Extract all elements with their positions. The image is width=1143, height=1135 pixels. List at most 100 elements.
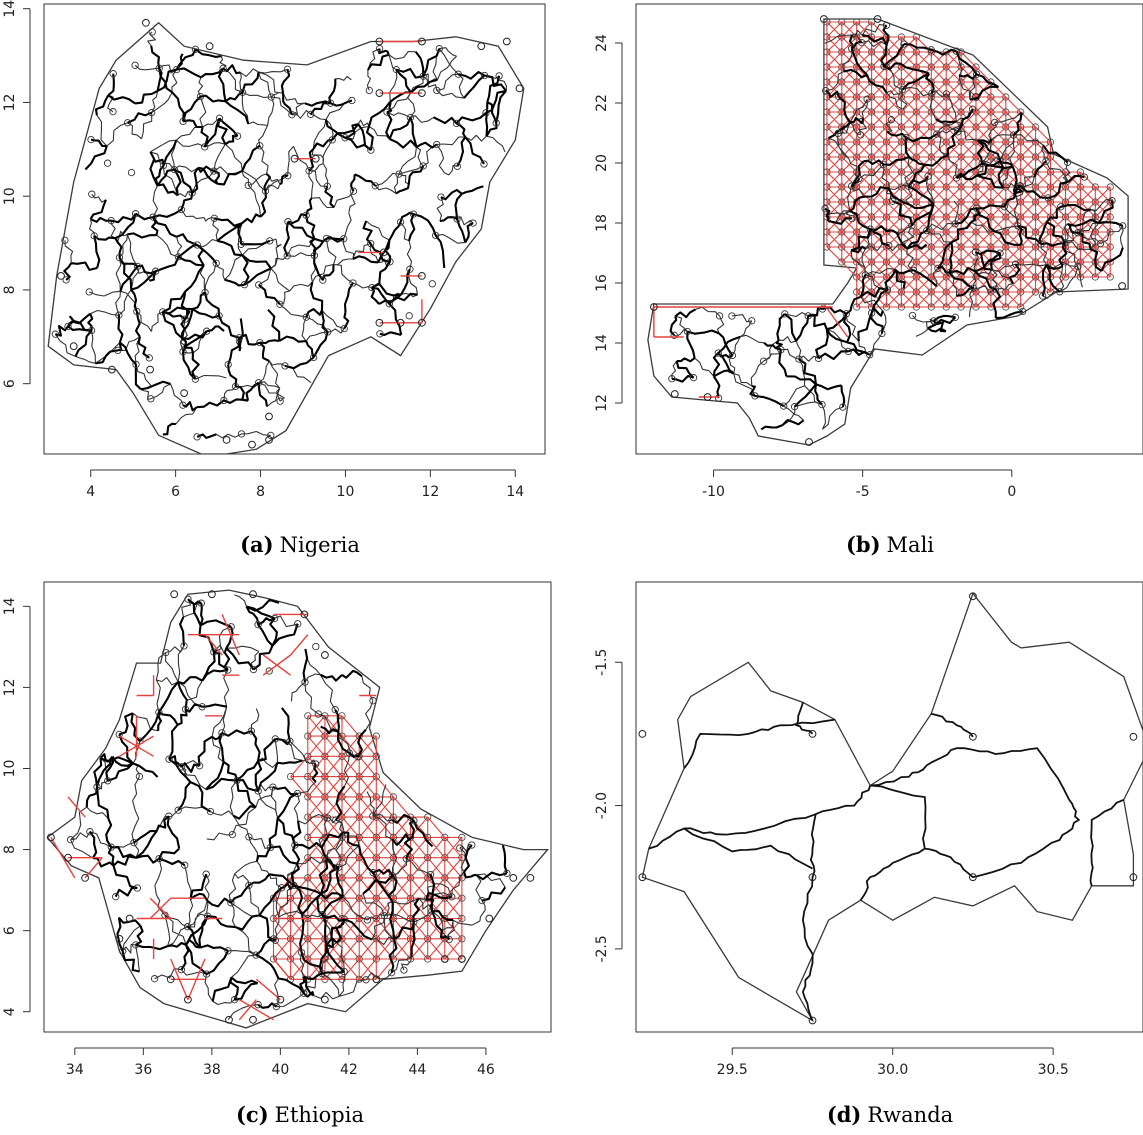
point-marker (321, 651, 329, 659)
caption-letter: (a) (240, 532, 273, 557)
grid-node (304, 894, 312, 902)
grid-node (882, 258, 891, 266)
node-marker (328, 136, 336, 144)
node-marker (349, 187, 358, 195)
node-marker (468, 841, 476, 849)
node-marker (456, 844, 464, 852)
node-marker (93, 783, 101, 791)
point-markers (57, 18, 524, 449)
node-marker (991, 285, 1000, 293)
node-marker (318, 969, 326, 978)
grid-node (927, 288, 935, 296)
node-marker (889, 197, 897, 205)
grid-node (823, 78, 831, 86)
node-marker (885, 241, 893, 250)
node-marker (748, 317, 756, 325)
node-marker (348, 96, 356, 105)
node-marker (887, 116, 896, 124)
y-tick-label: 22 (594, 94, 610, 112)
panel-d: 29.5 30.0 30.5 -1.5 -2.0 -2.5 (d) Rwanda (594, 581, 1143, 1127)
grid-node (957, 243, 965, 251)
grid-node (957, 198, 965, 206)
caption-letter: (b) (846, 532, 881, 557)
grid-node (882, 228, 891, 236)
grid-node (1002, 303, 1010, 311)
node-marker (480, 71, 489, 80)
grid-node (406, 874, 415, 882)
caption-text: Nigeria (280, 533, 360, 557)
caption: (c) Ethiopia (236, 1102, 364, 1127)
grid-node (853, 303, 861, 311)
node-marker (492, 119, 500, 127)
node-marker (201, 143, 209, 151)
grid-node (853, 273, 861, 281)
point-marker (502, 37, 511, 46)
grid-node (1032, 243, 1040, 251)
grid-node (987, 168, 995, 176)
point-marker (969, 732, 977, 741)
point-markers (638, 592, 1138, 1025)
y-tick-label: 8 (2, 845, 18, 854)
grid-node (838, 138, 846, 146)
adjacency-edge (290, 634, 309, 656)
point-marker (375, 37, 384, 46)
node-marker (930, 317, 938, 325)
road-nodes (66, 595, 511, 1011)
point-marker (805, 438, 813, 446)
x-tick-label: 36 (134, 1062, 152, 1078)
grid-node (853, 228, 861, 236)
point-marker (115, 934, 124, 943)
grid-node (823, 63, 831, 71)
grid-node (897, 288, 906, 296)
grid-node (823, 198, 831, 206)
grid-node (372, 833, 380, 842)
node-marker (804, 312, 812, 320)
node-marker (238, 88, 247, 97)
node-marker (428, 907, 436, 915)
grid-node (897, 228, 906, 236)
grid-node (1061, 273, 1070, 281)
adjacency-edge (149, 897, 172, 919)
grid-node (338, 935, 346, 943)
grid-node (882, 78, 891, 86)
grid-node (897, 78, 906, 86)
node-marker (107, 843, 115, 851)
node-marker (395, 170, 403, 178)
x-tick-label: -10 (702, 484, 725, 500)
node-marker (283, 252, 291, 260)
caption-letter: (c) (236, 1102, 269, 1127)
node-marker (224, 947, 232, 955)
y-axis: 6 8 10 12 14 (2, 0, 31, 388)
node-marker (127, 168, 136, 177)
node-marker (908, 222, 916, 230)
grid-node (1061, 183, 1070, 191)
grid-node (942, 78, 950, 86)
node-marker (972, 204, 981, 212)
node-marker (689, 374, 698, 382)
node-marker (419, 162, 427, 170)
map-plot (47, 18, 525, 454)
point-marker (184, 995, 192, 1004)
node-marker (821, 205, 829, 213)
major-roads (669, 24, 1124, 431)
grid-node (912, 228, 920, 236)
node-marker (132, 941, 140, 949)
node-marker (312, 642, 320, 651)
node-marker (145, 354, 153, 362)
grid-node (987, 213, 995, 221)
node-marker (369, 812, 377, 820)
node-marker (322, 234, 331, 243)
node-marker (386, 258, 394, 266)
grid-node (1002, 93, 1010, 101)
node-marker (991, 118, 999, 127)
node-marker (133, 884, 141, 892)
point-marker (225, 1015, 233, 1024)
grid-node (1106, 243, 1114, 251)
node-marker (135, 772, 144, 781)
grid-node (1106, 273, 1114, 281)
node-marker (410, 817, 418, 825)
node-marker (51, 330, 60, 338)
grid-node (441, 914, 449, 923)
grid-node (867, 183, 876, 191)
node-marker (482, 109, 490, 117)
